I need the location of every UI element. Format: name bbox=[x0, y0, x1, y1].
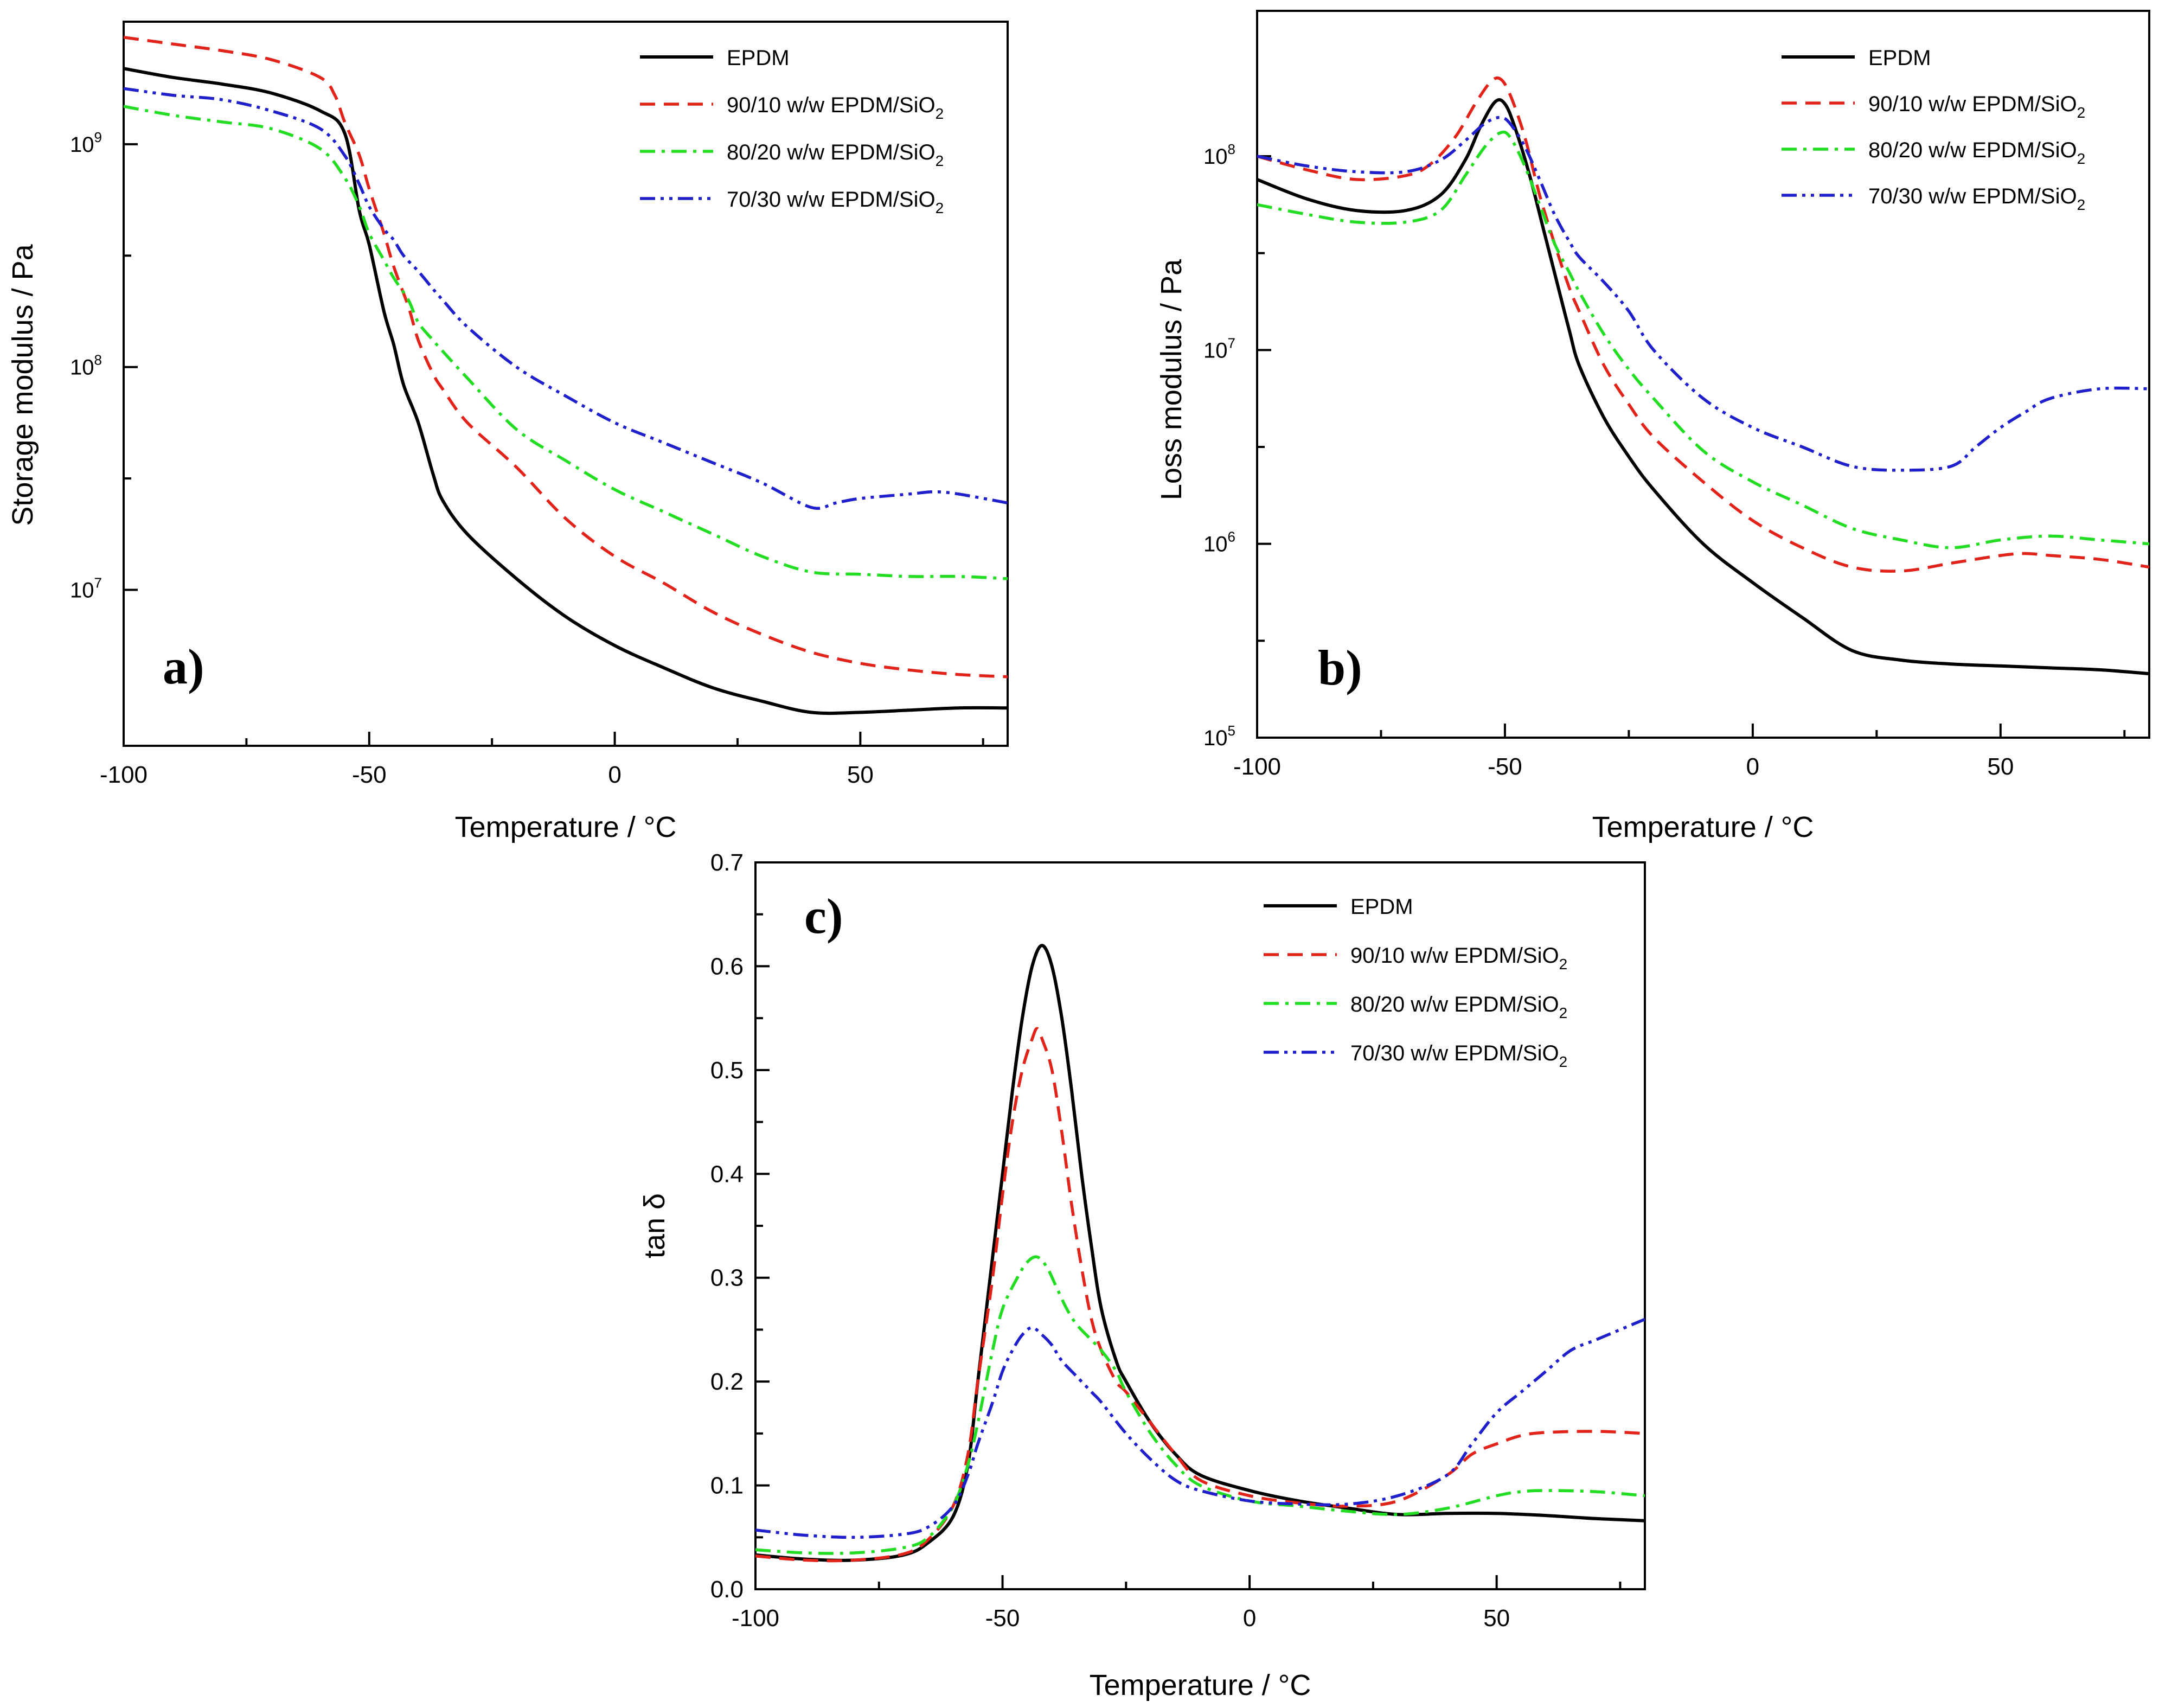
panel-c-xlabel: Temperature / °C bbox=[1090, 1669, 1311, 1701]
panel-b-ytick-label: 106 bbox=[1203, 529, 1235, 556]
panel-b-loss-modulus-chart: -100 -50 0 50 105 106 107 108 EPDM 90/10 w/w EPD… bbox=[1155, 10, 2150, 843]
panel-b-xtick-label: 0 bbox=[1746, 753, 1759, 780]
panel-c-series bbox=[755, 944, 1645, 1563]
panel-c-xtick-label: -100 bbox=[732, 1605, 779, 1632]
panel-c-ytick-label: 0.5 bbox=[710, 1057, 744, 1084]
panel-c-xtick-label: -50 bbox=[985, 1605, 1020, 1632]
panel-b-legend-label-3: 70/30 w/w EPDM/SiO2 bbox=[1868, 184, 2085, 213]
panel-a-legend: EPDM 90/10 w/w EPDM/SiO2 80/20 w/w EPDM/Si… bbox=[640, 46, 944, 216]
panel-a-xtick-label: 0 bbox=[608, 762, 621, 788]
panel-c-series-line-1 bbox=[755, 1027, 1645, 1563]
panel-b-xtick-label: 50 bbox=[1987, 753, 2014, 780]
panel-c-series-line-3 bbox=[755, 1317, 1645, 1539]
panel-c-xtick-label: 50 bbox=[1483, 1605, 1510, 1632]
panel-b-legend-label-0: EPDM bbox=[1868, 46, 1931, 70]
panel-b-ticks: -100 -50 0 50 105 106 107 108 bbox=[1203, 141, 2126, 780]
panel-b-series-line-1 bbox=[1257, 76, 2149, 573]
panel-c-legend-label-2: 80/20 w/w EPDM/SiO2 bbox=[1350, 993, 1567, 1021]
panel-c-legend-label-1: 90/10 w/w EPDM/SiO2 bbox=[1350, 944, 1567, 973]
panel-a-label: a) bbox=[163, 639, 204, 694]
panel-c-ylabel: tan δ bbox=[638, 1193, 671, 1258]
panel-c-ticks: -100 -50 0 50 0.0 0.1 0.2 0.3 0.4 0.5 0.6 0.7 bbox=[710, 849, 1622, 1632]
panel-b-plot-frame bbox=[1256, 10, 2150, 739]
panel-a-plot-frame bbox=[123, 21, 1009, 747]
panel-b-series-line-2 bbox=[1257, 130, 2149, 549]
panel-a-ytick-label: 107 bbox=[70, 574, 102, 602]
panel-a-legend-label-1: 90/10 w/w EPDM/SiO2 bbox=[727, 93, 944, 122]
panel-c-ytick-label: 0.4 bbox=[710, 1161, 744, 1187]
panel-b-xtick-label: -50 bbox=[1488, 753, 1522, 780]
panel-b-ytick-label: 107 bbox=[1203, 335, 1235, 362]
panel-c-ytick-label: 0.7 bbox=[710, 849, 744, 876]
panel-b-xlabel: Temperature / °C bbox=[1592, 811, 1814, 843]
panel-a-xtick-label: 50 bbox=[847, 762, 874, 788]
panel-c-legend-label-0: EPDM bbox=[1350, 895, 1413, 919]
panel-b-ytick-label: 108 bbox=[1203, 141, 1235, 169]
panel-a-legend-label-0: EPDM bbox=[727, 46, 790, 70]
panel-a-ytick-label: 109 bbox=[70, 129, 102, 157]
panel-a-legend-label-2: 80/20 w/w EPDM/SiO2 bbox=[727, 140, 944, 169]
panel-b-xtick-label: -100 bbox=[1233, 753, 1281, 780]
panel-a-series-line-0 bbox=[124, 67, 1008, 715]
panel-c-ytick-label: 0.3 bbox=[710, 1265, 744, 1291]
panel-a-ticks: -100 -50 0 50 107 108 109 bbox=[70, 129, 984, 788]
panel-b-legend-label-2: 80/20 w/w EPDM/SiO2 bbox=[1868, 138, 2085, 167]
panel-a-series bbox=[124, 36, 1008, 715]
panel-a-xtick-label: -50 bbox=[352, 762, 387, 788]
panel-b-series bbox=[1257, 76, 2149, 676]
panel-b-label: b) bbox=[1318, 640, 1362, 695]
panel-c-xtick-label: 0 bbox=[1243, 1605, 1256, 1632]
panel-c-ytick-label: 0.2 bbox=[710, 1368, 744, 1395]
panel-c-tan-delta-chart: -100 -50 0 50 0.0 0.1 0.2 0.3 0.4 0.5 0.6 0.7 EPDM 9… bbox=[638, 849, 1646, 1701]
panel-c-legend: EPDM 90/10 w/w EPDM/SiO2 80/20 w/w EPDM/Si… bbox=[1264, 895, 1567, 1070]
panel-a-storage-modulus-chart: -100 -50 0 50 107 108 109 EPDM 90/10 w/w EPDM/S… bbox=[7, 21, 1009, 843]
panel-c-legend-label-3: 70/30 w/w EPDM/SiO2 bbox=[1350, 1041, 1567, 1070]
panel-b-legend-label-1: 90/10 w/w EPDM/SiO2 bbox=[1868, 92, 2085, 121]
panel-a-xtick-label: -100 bbox=[100, 762, 148, 788]
panel-a-ytick-label: 108 bbox=[70, 352, 102, 380]
panel-b-series-line-0 bbox=[1257, 98, 2149, 676]
panel-b-ylabel: Loss modulus / Pa bbox=[1155, 259, 1188, 500]
panel-b-legend: EPDM 90/10 w/w EPDM/SiO2 80/20 w/w EPDM/Si… bbox=[1782, 46, 2085, 213]
panel-a-xlabel: Temperature / °C bbox=[455, 811, 677, 843]
panel-c-ytick-label: 0.0 bbox=[710, 1576, 744, 1603]
panel-a-series-line-1 bbox=[124, 36, 1008, 679]
panel-b-series-line-3 bbox=[1257, 116, 2149, 472]
panel-a-legend-label-3: 70/30 w/w EPDM/SiO2 bbox=[727, 188, 944, 216]
panel-a-series-line-3 bbox=[124, 87, 1008, 510]
panel-c-series-line-2 bbox=[755, 1255, 1645, 1555]
panel-c-ytick-label: 0.6 bbox=[710, 953, 744, 980]
panel-c-ytick-label: 0.1 bbox=[710, 1473, 744, 1499]
panel-c-label: c) bbox=[804, 888, 843, 944]
panel-a-ylabel: Storage modulus / Pa bbox=[7, 244, 39, 526]
panel-b-ytick-label: 105 bbox=[1203, 722, 1235, 750]
panel-a-series-line-2 bbox=[124, 105, 1008, 580]
